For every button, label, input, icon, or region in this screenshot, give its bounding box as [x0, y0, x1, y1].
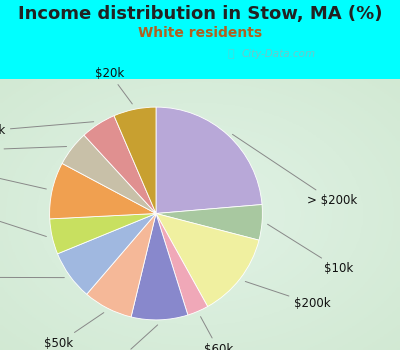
Wedge shape — [156, 204, 262, 240]
Text: $40k: $40k — [0, 143, 66, 156]
Text: $10k: $10k — [268, 224, 353, 275]
Text: White residents: White residents — [138, 26, 262, 40]
Text: $60k: $60k — [200, 317, 233, 350]
Wedge shape — [156, 214, 208, 315]
Text: $100k: $100k — [100, 325, 158, 350]
Text: $30k: $30k — [0, 205, 46, 237]
Text: Income distribution in Stow, MA (%): Income distribution in Stow, MA (%) — [18, 5, 382, 23]
Text: City-Data.com: City-Data.com — [242, 49, 316, 58]
Text: $50k: $50k — [44, 313, 104, 350]
Wedge shape — [50, 214, 156, 254]
Text: ⓘ: ⓘ — [228, 49, 234, 58]
Wedge shape — [84, 116, 156, 214]
Wedge shape — [62, 135, 156, 214]
Wedge shape — [58, 214, 156, 294]
Text: $150k: $150k — [0, 167, 46, 189]
Text: > $200k: > $200k — [232, 134, 357, 207]
Text: $200k: $200k — [245, 281, 331, 310]
Wedge shape — [156, 107, 262, 214]
Text: $20k: $20k — [95, 66, 132, 104]
Wedge shape — [156, 214, 259, 307]
Wedge shape — [87, 214, 156, 317]
Text: $125k: $125k — [0, 271, 64, 284]
Wedge shape — [131, 214, 188, 320]
Wedge shape — [50, 163, 156, 219]
Wedge shape — [114, 107, 156, 214]
Text: $75k: $75k — [0, 122, 94, 137]
